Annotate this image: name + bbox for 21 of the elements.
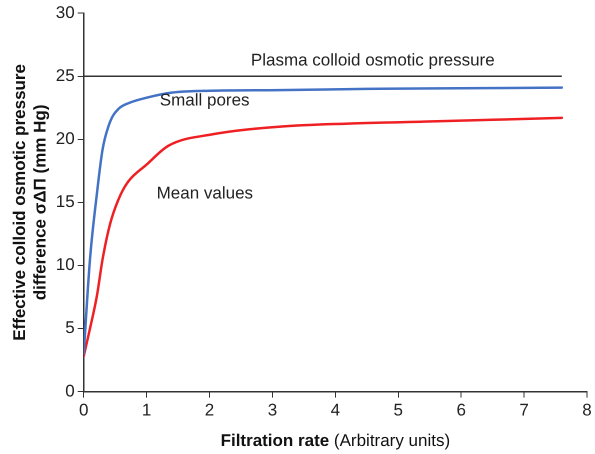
series-label: Small pores [160, 90, 250, 110]
x-tick-label: 0 [78, 400, 88, 420]
x-tick-label: 8 [582, 400, 592, 420]
x-tick-label: 1 [142, 400, 152, 420]
y-tick-label: 15 [56, 192, 75, 212]
y-tick-label: 0 [65, 381, 75, 400]
x-axis-title: Filtration rate (Arbitrary units) [220, 431, 450, 450]
y-tick-label: 30 [56, 2, 75, 22]
series-label: Mean values [156, 183, 254, 202]
y-axis-title: Effective colloid osmotic pressure difference σΔΠ (mm Hg) [10, 64, 50, 341]
x-tick-label: 5 [394, 400, 403, 420]
y-tick-label: 25 [56, 66, 75, 85]
x-tick-label: 3 [268, 400, 278, 420]
ref-line-label: Plasma colloid osmotic pressure [250, 50, 495, 70]
y-tick-label: 10 [56, 255, 75, 274]
y-tick-label: 5 [65, 318, 75, 338]
x-tick-label: 6 [456, 400, 466, 420]
x-tick-label: 7 [519, 400, 529, 420]
x-tick-label: 2 [204, 400, 214, 420]
x-tick-label: 4 [330, 400, 340, 420]
y-tick-label: 20 [56, 129, 75, 148]
